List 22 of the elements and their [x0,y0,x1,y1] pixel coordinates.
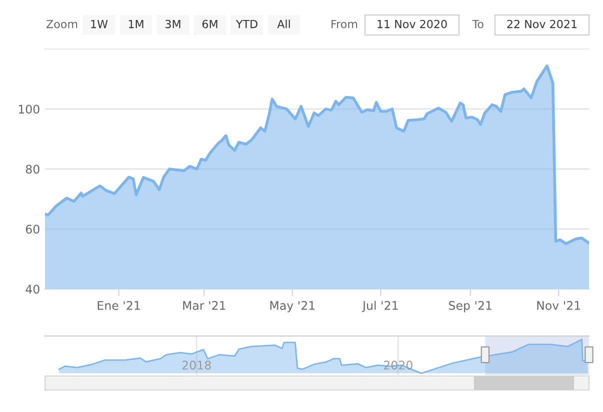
y-tick-label: 40 [26,284,40,294]
text: 22 Nov 2021 [507,20,577,28]
x-tick-label: Sep '21 [449,301,492,312]
text: All [277,20,290,28]
text: To [472,20,484,28]
x-tick-label: 2018 [182,360,211,370]
text: Zoom [46,20,78,28]
x-tick-label: Jul '21 [362,300,398,312]
text: 6M [202,20,218,28]
text: YTD [236,20,258,28]
y-tick-label: 100 [18,104,40,114]
x-tick-label: Mar '21 [183,301,226,310]
x-tick-label: May '21 [270,301,315,312]
x-tick-label: Ene '21 [98,301,140,310]
text: 1M [128,20,144,28]
text: 3M [166,20,180,28]
y-tick-label: 80 [26,164,40,174]
text: 1W [91,20,108,28]
x-tick-label: Nov '21 [537,301,580,310]
y-tick-label: 60 [26,224,40,234]
text: 11 Nov 2020 [378,20,447,28]
text: From [332,20,358,28]
